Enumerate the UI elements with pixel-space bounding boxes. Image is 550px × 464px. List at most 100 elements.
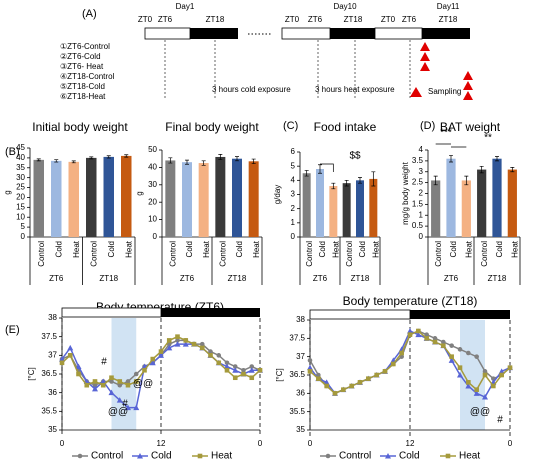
error-bar — [371, 171, 376, 187]
y-tick-label: 38 — [48, 313, 57, 322]
marker — [316, 376, 321, 381]
x-tick-label: Heat — [252, 240, 261, 258]
legend-label: Control — [91, 451, 123, 462]
bar — [342, 183, 351, 237]
marker — [166, 338, 172, 343]
marker — [199, 345, 205, 351]
marker — [249, 364, 255, 369]
error-bar — [251, 158, 256, 164]
marker — [385, 453, 391, 459]
marker — [216, 360, 222, 366]
y-tick-label: 3.5 — [412, 156, 424, 165]
marker — [457, 372, 463, 378]
panel-label: (D) — [420, 120, 435, 132]
marker — [208, 353, 213, 358]
annotation: # — [497, 415, 503, 426]
marker — [100, 378, 107, 384]
group-label: ⑤ZT18-Cold — [60, 82, 105, 91]
bar — [302, 173, 311, 237]
bar — [68, 161, 79, 237]
chart-title: Initial body weight — [32, 120, 128, 134]
marker — [241, 371, 246, 377]
marker — [424, 336, 429, 341]
marker — [208, 349, 213, 354]
y-tick-label: 30 — [16, 173, 25, 182]
x-tick-label: Cold — [107, 241, 116, 257]
marker — [482, 369, 488, 374]
marker — [332, 391, 338, 396]
x-tick-label: Heat — [331, 240, 340, 258]
y-tick-label: 20 — [148, 197, 157, 206]
group-label: ①ZT6-Control — [60, 42, 110, 51]
y-tick-label: 1 — [291, 218, 296, 227]
marker — [466, 350, 471, 356]
y-tick-label: 40 — [148, 163, 157, 172]
marker — [67, 353, 73, 358]
annotation: $$ — [349, 151, 361, 162]
marker — [84, 382, 90, 388]
y-tick-label: 2.5 — [412, 178, 424, 187]
panel-label: (E) — [5, 324, 20, 336]
bar — [103, 156, 114, 237]
marker — [324, 383, 329, 389]
annotation: # — [122, 399, 128, 410]
marker — [117, 382, 123, 388]
marker — [498, 368, 505, 374]
chart-title: BAT weight — [440, 120, 501, 134]
marker — [216, 353, 222, 358]
marker — [307, 358, 313, 363]
marker — [366, 376, 371, 381]
marker — [224, 363, 230, 370]
marker — [199, 341, 205, 347]
y-tick-label: 5 — [21, 222, 26, 231]
marker — [416, 328, 421, 334]
annotation: ** — [484, 133, 492, 144]
error-bar — [344, 179, 349, 187]
bar — [215, 156, 226, 237]
error-bar — [185, 159, 189, 165]
marker — [249, 375, 255, 381]
marker — [75, 363, 82, 370]
marker — [466, 380, 471, 385]
zt-label: ZT18 — [344, 15, 363, 24]
y-axis-label: g — [135, 191, 144, 195]
marker — [133, 404, 140, 411]
marker — [432, 339, 438, 345]
bar — [369, 178, 378, 237]
bar — [477, 169, 487, 237]
chart-title: Final body weight — [165, 120, 259, 134]
bar — [51, 160, 62, 237]
marker — [149, 359, 156, 366]
y-tick-label: 36 — [296, 388, 305, 397]
marker — [100, 382, 106, 388]
marker — [197, 453, 203, 459]
y-tick-label: 4 — [419, 145, 424, 154]
panel-label: (A) — [82, 8, 97, 20]
x-tick-label: 0 — [258, 439, 263, 448]
error-bar — [331, 182, 336, 190]
marker — [174, 341, 181, 347]
x-tick-label: Cold — [449, 241, 458, 257]
annotation: @@ — [133, 379, 153, 390]
y-tick-label: 37.5 — [41, 332, 57, 341]
marker — [116, 397, 123, 403]
marker — [507, 365, 513, 370]
marker — [108, 389, 115, 396]
bar — [232, 158, 242, 237]
marker — [166, 344, 173, 351]
marker — [257, 367, 263, 373]
marker — [325, 453, 331, 459]
marker — [474, 354, 479, 359]
group-label: ZT6 — [49, 274, 64, 283]
x-tick-label: Control — [305, 241, 314, 267]
y-tick-label: 15 — [16, 202, 25, 211]
y-tick-label: 3 — [291, 190, 296, 199]
y-tick-label: 35.5 — [41, 406, 57, 415]
x-tick-label: Heat — [72, 240, 81, 258]
x-tick-label: Control — [480, 241, 489, 267]
marker — [473, 390, 480, 396]
x-tick-label: Heat — [371, 240, 380, 258]
marker — [182, 341, 189, 347]
light-phase — [281, 27, 331, 40]
error-bar — [479, 165, 484, 174]
